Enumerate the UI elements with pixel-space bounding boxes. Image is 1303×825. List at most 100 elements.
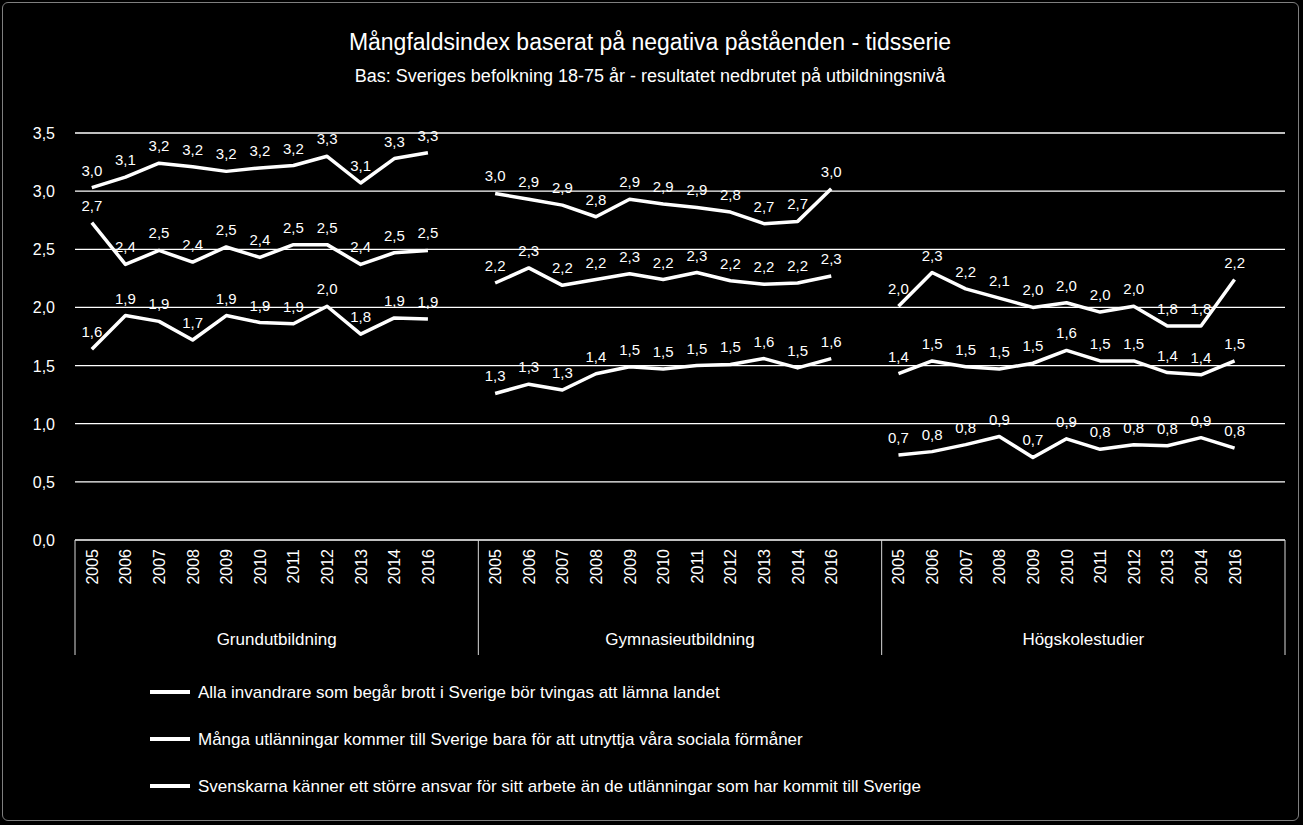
x-tick-label: 2009 xyxy=(1025,549,1042,585)
data-label: 1,5 xyxy=(955,341,976,358)
data-label: 0,8 xyxy=(1224,422,1245,439)
data-label: 1,9 xyxy=(283,298,304,315)
data-label: 2,3 xyxy=(518,242,539,259)
data-label: 2,2 xyxy=(955,263,976,280)
panel-label: Grundutbildning xyxy=(217,630,337,649)
data-label: 1,5 xyxy=(1022,337,1043,354)
data-label: 3,2 xyxy=(149,137,170,154)
data-label: 1,5 xyxy=(653,343,674,360)
x-tick-label: 2008 xyxy=(185,549,202,585)
grid-line xyxy=(75,132,1285,133)
subtitle: Bas: Sveriges befolkning 18-75 år - resu… xyxy=(355,66,946,86)
y-tick-label: 3,5 xyxy=(33,125,55,142)
data-label: 2,4 xyxy=(350,238,371,255)
x-tick-label: 2008 xyxy=(588,549,605,585)
data-label: 1,3 xyxy=(485,367,506,384)
panel-separator xyxy=(75,540,76,655)
data-label: 0,8 xyxy=(1123,419,1144,436)
data-label: 2,9 xyxy=(619,173,640,190)
data-label: 1,7 xyxy=(182,314,203,331)
data-label: 3,3 xyxy=(417,127,438,144)
x-tick-label: 2005 xyxy=(84,549,101,585)
panel-separator xyxy=(1285,540,1286,655)
x-tick-label: 2014 xyxy=(790,549,807,585)
data-label: 0,8 xyxy=(922,426,943,443)
data-label: 2,2 xyxy=(787,257,808,274)
data-label: 1,9 xyxy=(249,297,270,314)
data-label: 1,5 xyxy=(720,338,741,355)
x-tick-label: 2012 xyxy=(1126,549,1143,585)
grid-line xyxy=(75,190,1285,191)
x-tick-label: 2010 xyxy=(655,549,672,585)
data-label: 2,4 xyxy=(115,238,136,255)
series-line xyxy=(898,437,1234,458)
data-label: 2,5 xyxy=(283,219,304,236)
series-line xyxy=(898,350,1234,374)
grid-line xyxy=(75,249,1285,250)
x-tick-label: 2013 xyxy=(1159,549,1176,585)
data-label: 2,9 xyxy=(686,181,707,198)
legend-swatch xyxy=(150,784,190,788)
x-tick-label: 2016 xyxy=(420,549,437,585)
data-label: 2,7 xyxy=(754,198,775,215)
x-tick-label: 2009 xyxy=(622,549,639,585)
x-tick-label: 2012 xyxy=(722,549,739,585)
y-tick-label: 3,0 xyxy=(33,183,55,200)
grid-line xyxy=(75,481,1285,482)
series-line xyxy=(898,273,1234,326)
data-label: 1,5 xyxy=(1123,335,1144,352)
y-tick-label: 1,0 xyxy=(33,416,55,433)
data-label: 1,3 xyxy=(518,358,539,375)
data-label: 2,2 xyxy=(586,254,607,271)
data-label: 1,6 xyxy=(754,333,775,350)
x-tick-label: 2010 xyxy=(252,549,269,585)
y-tick-label: 2,0 xyxy=(33,299,55,316)
data-label: 0,9 xyxy=(989,411,1010,428)
legend-label: Alla invandrare som begår brott i Sverig… xyxy=(198,683,720,702)
data-label: 1,9 xyxy=(149,295,170,312)
data-label: 1,5 xyxy=(686,340,707,357)
data-label: 1,6 xyxy=(1056,324,1077,341)
data-label: 2,0 xyxy=(1056,277,1077,294)
data-label: 0,9 xyxy=(1191,412,1212,429)
data-label: 1,8 xyxy=(1157,300,1178,317)
y-tick-label: 0,5 xyxy=(33,474,55,491)
data-label: 2,5 xyxy=(384,227,405,244)
data-label: 2,0 xyxy=(1123,280,1144,297)
data-label: 1,5 xyxy=(1224,335,1245,352)
panel-separator xyxy=(478,540,479,655)
data-label: 2,5 xyxy=(216,221,237,238)
data-label: 2,0 xyxy=(888,280,909,297)
data-label: 1,9 xyxy=(115,290,136,307)
data-label: 2,8 xyxy=(586,191,607,208)
x-tick-label: 2005 xyxy=(890,549,907,585)
data-label: 1,4 xyxy=(586,348,607,365)
data-label: 2,3 xyxy=(821,250,842,267)
data-label: 0,8 xyxy=(955,419,976,436)
data-label: 3,0 xyxy=(821,163,842,180)
x-tick-label: 2010 xyxy=(1059,549,1076,585)
data-label: 2,5 xyxy=(417,224,438,241)
data-label: 1,6 xyxy=(821,333,842,350)
x-tick-label: 2012 xyxy=(319,549,336,585)
data-label: 2,2 xyxy=(552,259,573,276)
data-label: 3,2 xyxy=(249,142,270,159)
data-label: 2,0 xyxy=(1090,286,1111,303)
x-tick-label: 2005 xyxy=(487,549,504,585)
title: Mångfaldsindex baserat på negativa påstå… xyxy=(349,29,951,55)
data-label: 1,4 xyxy=(888,348,909,365)
y-tick-label: 2,5 xyxy=(33,241,55,258)
data-label: 1,9 xyxy=(216,290,237,307)
data-label: 2,3 xyxy=(686,247,707,264)
y-tick-label: 1,5 xyxy=(33,358,55,375)
data-label: 2,2 xyxy=(720,255,741,272)
data-label: 2,2 xyxy=(653,254,674,271)
data-label: 2,0 xyxy=(317,280,338,297)
data-label: 1,4 xyxy=(1191,349,1212,366)
data-label: 2,2 xyxy=(485,257,506,274)
series-line xyxy=(495,359,831,394)
grid-line xyxy=(75,539,1285,540)
data-label: 1,5 xyxy=(922,335,943,352)
x-tick-label: 2008 xyxy=(991,549,1008,585)
legend-label: Svenskarna känner ett större ansvar för … xyxy=(198,777,921,796)
